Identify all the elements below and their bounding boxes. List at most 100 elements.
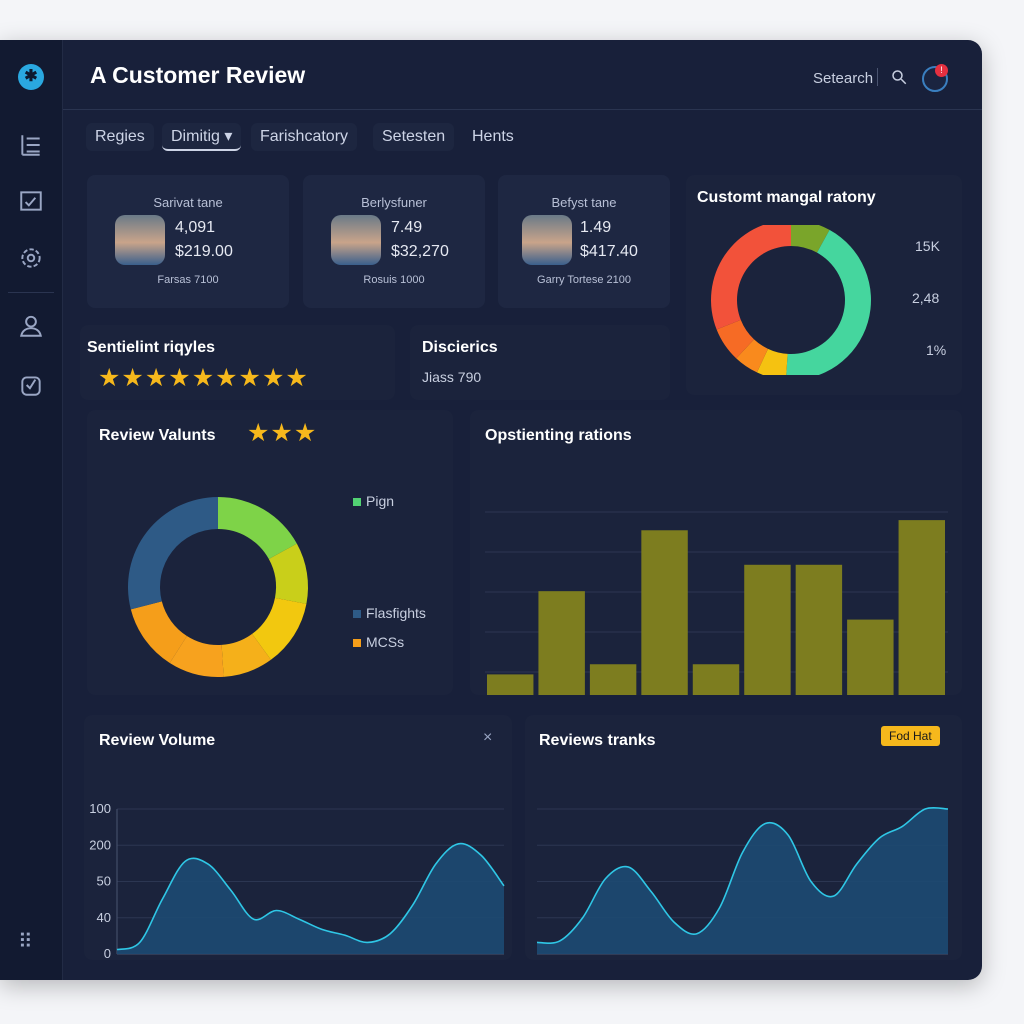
page-title: A Customer Review [90, 62, 306, 88]
donut-label: 1% [926, 342, 947, 358]
donut-segment [711, 225, 791, 330]
review-donut-chart [128, 497, 308, 677]
review-volume-chart: 04050200100OhManEdtMaySotYudJurJagTuxYar [89, 801, 505, 960]
review-donut-card: Review Valunts ★★★ Pign Flasfights MCSs [87, 410, 453, 695]
stat-value: 4,091 [175, 219, 216, 236]
tab-hents[interactable]: Hents [472, 128, 514, 145]
sentiment-card: Sentielint riqyles ★★★★★★★★★ [80, 325, 395, 400]
donut-segment [218, 497, 297, 560]
bar [589, 664, 637, 695]
star-icon: ★ [215, 364, 239, 392]
tab-dimitig[interactable]: Dimitig ▾ [162, 123, 242, 151]
donut-segment [128, 497, 218, 610]
y-tick-label: 200 [89, 837, 111, 852]
star-icon: ★ [238, 364, 262, 392]
bar [641, 530, 688, 695]
card-title: Opstienting rations [485, 427, 632, 444]
card-title: Sentielint riqyles [87, 339, 216, 356]
series-line [116, 842, 505, 951]
review-volume-card: Review Volume × 04050200100OhManEdtMaySo… [84, 715, 512, 960]
app-window: ✱ ⠿ A Customer Review Setearch ! Regies … [0, 40, 982, 980]
donut-segment [221, 633, 271, 677]
card-title: Customt mangal ratony [697, 189, 876, 206]
header-divider-line [63, 109, 982, 110]
donut-segment [791, 225, 830, 253]
star-icon: ★ [191, 364, 216, 392]
bar [795, 564, 843, 695]
stat-footer: Garry Tortese 2100 [537, 274, 631, 286]
y-tick-label: 100 [89, 801, 111, 816]
stat-label: Berlysfuner [361, 195, 427, 210]
donut-segment [716, 319, 755, 359]
stat-value: 7.49 [391, 219, 423, 236]
avatar [331, 215, 381, 265]
bar-chart-card: Opstienting rations [470, 410, 962, 695]
card-title: Reviews tranks [539, 732, 656, 749]
reviews-tranks-chart: Ub2008YoxExtApr7plSst20onMule [536, 806, 949, 955]
star-icon: ★ [168, 364, 192, 392]
area-fill [537, 807, 948, 954]
sidebar: ✱ ⠿ [0, 40, 63, 980]
donut-segment [268, 543, 308, 604]
stat-value: 1.49 [580, 219, 612, 236]
search-label[interactable]: Setearch [813, 70, 874, 87]
avatar [115, 215, 165, 265]
legend-item: Pign [353, 493, 394, 509]
stat-amount: $32,270 [391, 243, 449, 260]
rating-stars: ★★★ [247, 418, 317, 448]
star-icon: ★ [121, 364, 145, 392]
y-tick-label: 40 [97, 910, 111, 925]
donut-segment [736, 339, 769, 373]
star-icon: ★ [247, 419, 271, 447]
area-fill [117, 843, 504, 954]
bar-chart [485, 511, 948, 695]
donut-label: 2,48 [912, 290, 940, 306]
tab-regies[interactable]: Regies [86, 123, 154, 151]
legend-item: Flasfights [353, 605, 426, 621]
tab-farishcatory[interactable]: Farishcatory [251, 123, 358, 151]
stat-label: Befyst tane [551, 195, 617, 210]
bar [538, 591, 585, 695]
bar [744, 564, 791, 695]
star-icon: ★ [261, 364, 286, 392]
donut-segment [756, 348, 788, 375]
donut-label: 15K [915, 238, 940, 254]
tab-setesten[interactable]: Setesten [373, 123, 455, 151]
close-icon[interactable]: × [483, 729, 493, 746]
bar [692, 664, 740, 695]
star-icon: ★ [270, 419, 294, 447]
bar [487, 674, 534, 695]
stat-card[interactable]: Sarivat tane 4,091 $219.00 Farsas 7100 [87, 175, 289, 308]
card-title: Review Valunts [99, 427, 216, 444]
stat-amount: $219.00 [175, 243, 233, 260]
star-icon: ★ [144, 364, 169, 392]
star-icon: ★ [98, 364, 122, 392]
notification-badge: ! [935, 64, 948, 77]
donut-segment [130, 601, 187, 663]
stat-footer: Rosuis 1000 [363, 274, 425, 286]
card-title: Review Volume [99, 732, 216, 749]
status-badge[interactable]: Fod Hat [881, 726, 940, 746]
y-tick-label: 50 [97, 874, 111, 889]
card-title: Discierics [422, 339, 498, 356]
logo-icon[interactable]: ✱ [18, 64, 44, 90]
tasks-icon[interactable] [18, 188, 44, 214]
search-icon[interactable] [890, 68, 908, 86]
stat-label: Sarivat tane [153, 195, 223, 210]
badge-icon[interactable] [18, 372, 44, 398]
bar [847, 619, 894, 695]
stat-amount: $417.40 [580, 243, 638, 260]
settings-icon[interactable] [18, 245, 44, 271]
donut-segment [252, 597, 307, 660]
bar [898, 520, 945, 695]
star-icon: ★ [293, 419, 318, 447]
rating-stars: ★★★★★★★★★ [98, 363, 309, 393]
stat-card[interactable]: Befyst tane 1.49 $417.40 Garry Tortese 2… [498, 175, 670, 308]
avatar [522, 215, 572, 265]
star-icon: ★ [285, 364, 309, 392]
user-icon[interactable] [18, 313, 44, 339]
stat-card[interactable]: Berlysfuner 7.49 $32,270 Rosuis 1000 [303, 175, 485, 308]
y-tick-label: 0 [104, 946, 111, 960]
list-icon[interactable] [18, 132, 44, 158]
apps-grid-icon[interactable]: ⠿ [18, 931, 33, 953]
